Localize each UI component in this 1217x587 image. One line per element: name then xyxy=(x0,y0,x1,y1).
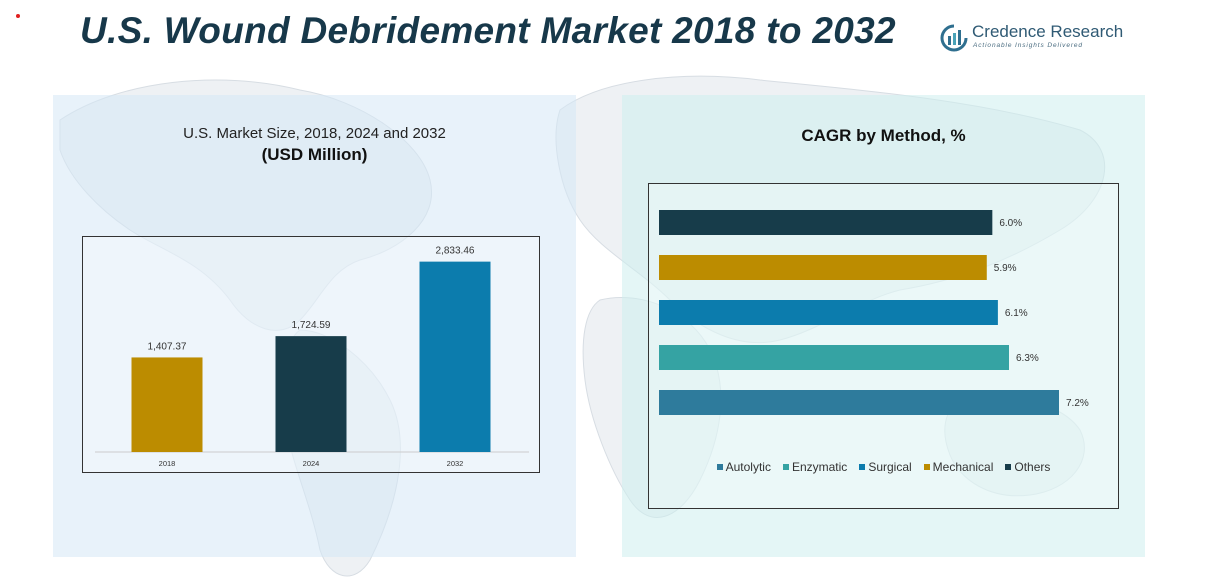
legend-swatch xyxy=(923,464,930,470)
brand-name: Credence Research xyxy=(972,22,1124,41)
cagr-horizontal-bar-chart: 6.0% 5.9% 6.1% 6.3% 7.2% xyxy=(659,210,1089,415)
brand-tagline: Actionable Insights Delivered xyxy=(973,42,1083,49)
bar-value-label-2024: 1,724.59 xyxy=(292,320,331,331)
legend-label: Surgical xyxy=(868,460,912,474)
cagr-chart-title: CAGR by Method, % xyxy=(801,126,966,145)
hbar-value-label-surgical: 6.1% xyxy=(1005,308,1028,319)
legend-item-mechanical: Mechanical xyxy=(923,460,994,474)
hbar-autolytic xyxy=(659,390,1059,415)
hbar-value-label-others: 6.0% xyxy=(999,218,1022,229)
cagr-panel: CAGR by Method, % 6.0% 5.9% 6.1% 6.3% 7.2% A… xyxy=(622,95,1145,557)
legend-swatch xyxy=(782,464,789,470)
legend-item-enzymatic: Enzymatic xyxy=(782,460,848,474)
x-tick-label-2024: 2024 xyxy=(303,459,320,468)
x-tick-label-2018: 2018 xyxy=(159,459,176,468)
market-size-bar-chart: 1,407.37 2018 1,724.59 2024 2,833.46 2032 xyxy=(95,246,529,468)
legend-swatch xyxy=(859,464,866,470)
hbar-surgical xyxy=(659,300,998,325)
market-size-chart-title: U.S. Market Size, 2018, 2024 and 2032 xyxy=(183,125,446,142)
hbar-others xyxy=(659,210,993,235)
legend-item-others: Others xyxy=(1005,460,1050,474)
market-size-panel: U.S. Market Size, 2018, 2024 and 2032 (U… xyxy=(53,95,576,557)
bar-2018 xyxy=(131,357,203,452)
hbar-mechanical xyxy=(659,255,987,280)
brand-logo-block[interactable]: Credence Research Actionable Insights De… xyxy=(940,20,1140,56)
bar-2032 xyxy=(419,261,491,452)
legend-item-autolytic: Autolytic xyxy=(716,460,771,474)
legend-item-surgical: Surgical xyxy=(859,460,912,474)
bar-value-label-2018: 1,407.37 xyxy=(148,341,187,352)
bar-value-label-2032: 2,833.46 xyxy=(436,246,475,257)
hbar-enzymatic xyxy=(659,345,1009,370)
legend-label: Enzymatic xyxy=(791,460,848,474)
legend-swatch xyxy=(716,464,723,470)
legend-swatch xyxy=(1005,464,1012,470)
hbar-value-label-enzymatic: 6.3% xyxy=(1016,353,1039,364)
credence-logo-icon xyxy=(940,24,968,52)
market-size-chart: 1,407.37 2018 1,724.59 2024 2,833.46 2032 xyxy=(82,236,540,473)
hbar-value-label-autolytic: 7.2% xyxy=(1066,398,1089,409)
x-tick-label-2032: 2032 xyxy=(447,459,464,468)
marker-dot xyxy=(16,14,20,18)
legend-label: Autolytic xyxy=(725,460,771,474)
legend-label: Mechanical xyxy=(932,460,994,474)
bar-2024 xyxy=(275,336,347,452)
cagr-legend: Autolytic Enzymatic Surgical Mechanical Othe… xyxy=(649,460,1118,474)
page-title: U.S. Wound Debridement Market 2018 to 20… xyxy=(80,10,896,51)
cagr-chart: 6.0% 5.9% 6.1% 6.3% 7.2% Autolytic Enzymatic S… xyxy=(648,183,1119,509)
market-size-chart-subtitle: (USD Million) xyxy=(261,145,368,164)
hbar-value-label-mechanical: 5.9% xyxy=(994,263,1017,274)
legend-label: Others xyxy=(1014,460,1051,474)
